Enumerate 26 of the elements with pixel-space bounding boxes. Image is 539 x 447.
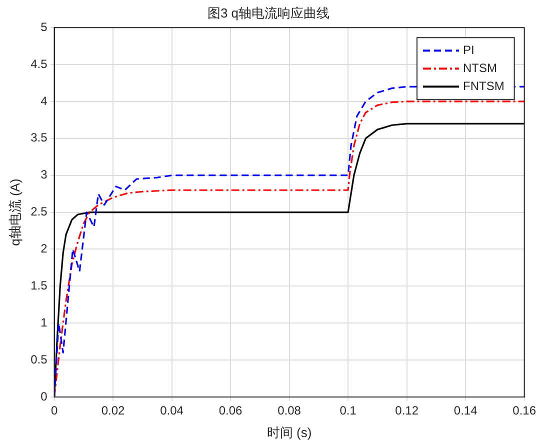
legend-label: FNTSM [462, 78, 504, 93]
x-tick-label: 0.06 [218, 404, 243, 418]
y-tick-label: 0.5 [30, 352, 48, 366]
x-tick-label: 0.12 [395, 404, 419, 418]
x-tick-label: 0.04 [160, 404, 184, 418]
y-tick-label: 5 [40, 20, 48, 34]
legend-label: PI [462, 42, 474, 57]
x-tick-label: 0.16 [512, 404, 536, 418]
y-tick-label: 0 [40, 389, 48, 404]
y-tick-label: 2.5 [30, 204, 48, 219]
y-tick-label: 4 [40, 94, 48, 108]
chart-title: 图3 q轴电流响应曲线 [207, 5, 330, 20]
x-tick-label: 0.02 [101, 404, 126, 418]
y-tick-label: 3 [40, 168, 48, 182]
y-tick-label: 1 [40, 315, 48, 330]
y-axis-title: q轴电流 (A) [7, 178, 22, 246]
y-tick-label: 4.5 [30, 56, 48, 71]
x-tick-label: 0.14 [454, 404, 478, 418]
y-tick-label: 3.5 [30, 130, 48, 145]
x-axis-title: 时间 (s) [266, 424, 312, 440]
y-tick-label: 2 [40, 242, 48, 256]
x-tick-label: 0.08 [278, 404, 302, 418]
y-tick-label: 1.5 [30, 278, 48, 292]
x-tick-label: 0.1 [340, 404, 357, 418]
x-tick-label: 0 [50, 404, 58, 418]
legend-label: NTSM [462, 60, 497, 75]
